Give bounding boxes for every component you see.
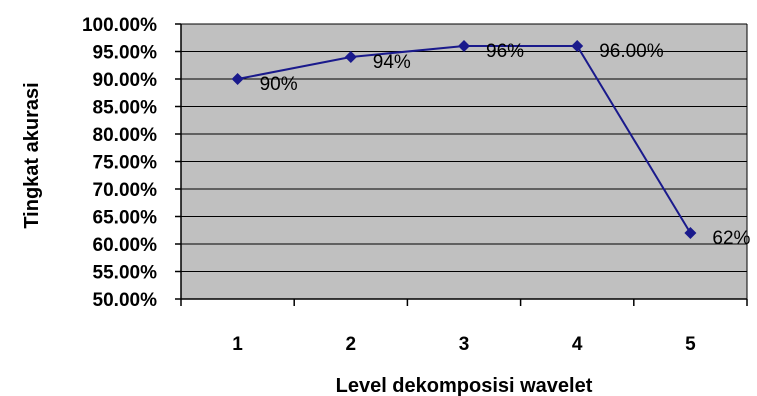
data-point [684,227,697,239]
y-axis-title: Tingkat akurasi [21,82,43,228]
data-label: 62% [712,228,750,249]
x-tick-label: 4 [572,334,583,355]
axes [180,23,748,300]
x-tick-label: 5 [685,334,696,355]
data-point [571,40,584,52]
y-tick-label: 65.00% [93,208,158,229]
x-tick-label: 3 [459,334,470,355]
data-label: 94% [373,52,411,73]
x-tick-label: 2 [346,334,357,355]
y-tick-label: 95.00% [93,43,158,64]
data-point [344,51,357,63]
x-axis-ticks: 1 2 3 4 5 [180,299,748,355]
series-layer [231,40,697,239]
y-tick-label: 50.00% [93,290,158,311]
y-tick-label: 55.00% [93,263,158,284]
y-tick-label: 85.00% [93,98,158,119]
y-tick-label: 60.00% [93,235,158,256]
y-axis-ticks: 50.00% 55.00% 60.00% 65.00% 70.00% 75.00% 80.0… [82,15,181,311]
y-tick-label: 100.00% [82,15,157,36]
data-labels: 90% 94% 96% 96.00% 62% [260,41,751,249]
y-tick-label: 70.00% [93,180,158,201]
data-label: 96.00% [599,41,664,62]
x-tick-label: 1 [232,334,243,355]
data-point [231,73,244,85]
y-tick-label: 75.00% [93,153,158,174]
data-label: 90% [260,74,298,95]
y-tick-label: 80.00% [93,125,158,146]
data-point [458,40,470,52]
y-tick-label: 90.00% [93,70,158,91]
x-axis-title: Level dekomposisi wavelet [336,375,593,396]
data-label: 96% [486,41,524,62]
